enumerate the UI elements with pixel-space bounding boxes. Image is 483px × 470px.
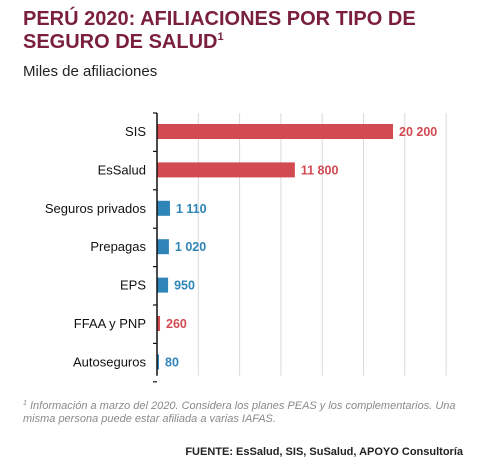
bar-6 [157, 354, 159, 370]
value-label: 11 800 [301, 163, 339, 177]
chart-subtitle: Miles de afiliaciones [23, 63, 158, 80]
bar-5 [157, 316, 161, 331]
category-label: EsSalud [98, 162, 146, 177]
chart-title: PERÚ 2020: AFILIACIONES POR TIPO DE SEGU… [23, 8, 473, 54]
category-label: Prepagas [90, 239, 146, 254]
value-label: 20 200 [399, 125, 437, 139]
category-label: Seguros privados [45, 201, 147, 216]
value-label: 80 [165, 355, 179, 369]
category-label: EPS [120, 278, 146, 293]
value-labels: 20 200 11 800 1 110 1 020 950 260 80 [165, 125, 437, 369]
footnote-text: Información a marzo del 2020. Considera … [23, 400, 456, 425]
title-footnote-marker: 1 [217, 31, 224, 43]
footnote: 1 Información a marzo del 2020. Consider… [23, 400, 463, 426]
bar-2 [157, 200, 170, 216]
bars-group [157, 124, 393, 370]
y-axis [153, 112, 158, 383]
bar-4 [157, 277, 169, 293]
bar-1 [157, 162, 295, 178]
bar-3 [157, 239, 169, 255]
footnote-marker: 1 [23, 400, 27, 407]
source-credit: FUENTE: EsSalud, SIS, SuSalud, APOYO Con… [185, 446, 463, 458]
grid-lines [197, 113, 447, 376]
category-label: SIS [125, 124, 146, 139]
category-label: FFAA y PNP [74, 316, 146, 331]
value-label: 950 [174, 279, 195, 293]
category-labels: SIS EsSalud Seguros privados Prepagas EPS FFA… [45, 124, 147, 369]
bar-chart: SIS EsSalud Seguros privados Prepagas EPS FFA… [45, 112, 447, 383]
bar-0 [157, 124, 393, 139]
value-label: 260 [166, 317, 187, 331]
category-label: Autoseguros [73, 354, 146, 369]
value-label: 1 110 [176, 202, 207, 216]
chart-title-text: PERÚ 2020: AFILIACIONES POR TIPO DE SEGU… [23, 8, 416, 53]
value-label: 1 020 [175, 240, 206, 254]
